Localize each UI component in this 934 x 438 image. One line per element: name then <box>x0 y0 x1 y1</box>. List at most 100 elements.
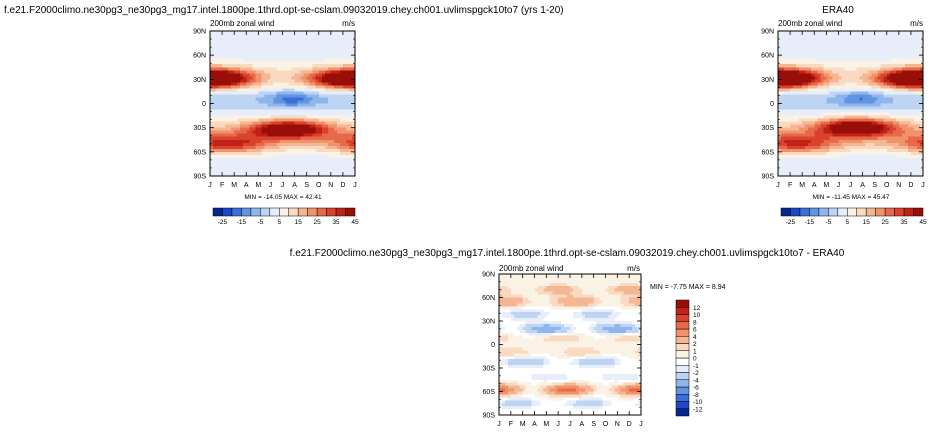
field-cell <box>796 169 800 174</box>
field-cell <box>913 133 918 138</box>
field-cell <box>216 40 220 44</box>
field-cell <box>216 64 220 68</box>
field-cell <box>781 166 785 171</box>
field-cell <box>228 70 232 74</box>
field-cell <box>826 118 830 123</box>
field-cell <box>294 43 298 47</box>
field-cell <box>850 172 854 177</box>
field-cell <box>222 136 226 141</box>
field-cell <box>228 121 232 126</box>
field-cell <box>916 91 921 95</box>
field-cell <box>552 282 556 287</box>
field-cell <box>216 85 220 89</box>
field-cell <box>781 130 785 135</box>
field-cell <box>793 43 797 47</box>
field-cell <box>291 31 295 35</box>
field-cell <box>904 61 909 65</box>
field-cell <box>620 279 624 284</box>
field-cell <box>871 37 876 41</box>
field-cell <box>874 115 879 119</box>
field-cell <box>345 73 350 77</box>
field-cell <box>567 274 571 278</box>
field-cell <box>348 151 353 156</box>
field-cell <box>279 79 283 83</box>
field-cell <box>237 106 241 110</box>
field-cell <box>294 52 298 56</box>
field-cell <box>300 130 305 135</box>
field-cell <box>261 100 265 104</box>
field-cell <box>303 91 308 95</box>
field-cell <box>225 70 229 74</box>
field-cell <box>895 163 900 168</box>
field-cell <box>237 49 241 53</box>
field-cell <box>829 70 833 74</box>
field-cell <box>799 115 803 119</box>
field-cell <box>273 91 277 95</box>
field-cell <box>781 73 785 77</box>
field-cell <box>859 31 863 35</box>
field-cell <box>880 58 885 62</box>
field-cell <box>276 61 280 65</box>
field-cell <box>913 130 918 135</box>
field-cell <box>862 43 866 47</box>
field-cell <box>339 145 344 150</box>
field-cell <box>787 97 791 101</box>
field-cell <box>853 145 857 150</box>
field-cell <box>303 100 308 104</box>
field-cell <box>351 109 356 113</box>
field-cell <box>321 37 326 41</box>
field-cell <box>330 67 335 71</box>
field-cell <box>342 70 347 74</box>
field-cell <box>862 49 866 53</box>
x-tick-label: M <box>231 182 237 189</box>
field-cell <box>862 139 866 144</box>
field-cell <box>327 97 332 101</box>
field-cell <box>288 112 292 116</box>
field-cell <box>270 76 274 80</box>
field-cell <box>814 76 818 80</box>
field-cell <box>826 52 830 56</box>
field-cell <box>844 118 848 123</box>
field-cell <box>276 70 280 74</box>
field-cell <box>611 274 615 278</box>
field-cell <box>510 274 515 278</box>
field-cell <box>225 106 229 110</box>
field-cell <box>225 46 229 50</box>
field-cell <box>237 40 241 44</box>
field-cell <box>291 118 295 123</box>
field-cell <box>868 142 873 147</box>
field-cell <box>844 133 848 138</box>
field-cell <box>291 94 295 98</box>
field-cell <box>808 49 812 53</box>
field-cell <box>504 279 509 284</box>
field-cell <box>288 73 292 77</box>
field-cell <box>234 151 238 156</box>
field-cell <box>832 118 836 123</box>
field-cell <box>805 43 809 47</box>
field-cell <box>237 67 241 71</box>
field-cell <box>252 40 256 44</box>
field-cell <box>249 139 253 144</box>
field-cell <box>252 55 256 59</box>
field-cell <box>276 76 280 80</box>
field-cell <box>862 169 866 174</box>
field-cell <box>907 142 912 147</box>
field-cell <box>859 73 863 77</box>
field-cell <box>835 55 839 59</box>
field-cell <box>270 103 274 107</box>
field-cell <box>880 82 885 86</box>
field-cell <box>841 61 845 65</box>
field-cell <box>880 163 885 168</box>
field-cell <box>309 136 314 141</box>
field-cell <box>264 106 268 110</box>
field-cell <box>880 79 885 83</box>
field-cell <box>832 109 836 113</box>
field-cell <box>841 109 845 113</box>
field-cell <box>285 43 289 47</box>
field-cell <box>799 70 803 74</box>
field-cell <box>267 133 271 138</box>
field-cell <box>297 142 302 147</box>
field-cell <box>303 46 308 50</box>
field-cell <box>339 61 344 65</box>
field-cell <box>907 52 912 56</box>
